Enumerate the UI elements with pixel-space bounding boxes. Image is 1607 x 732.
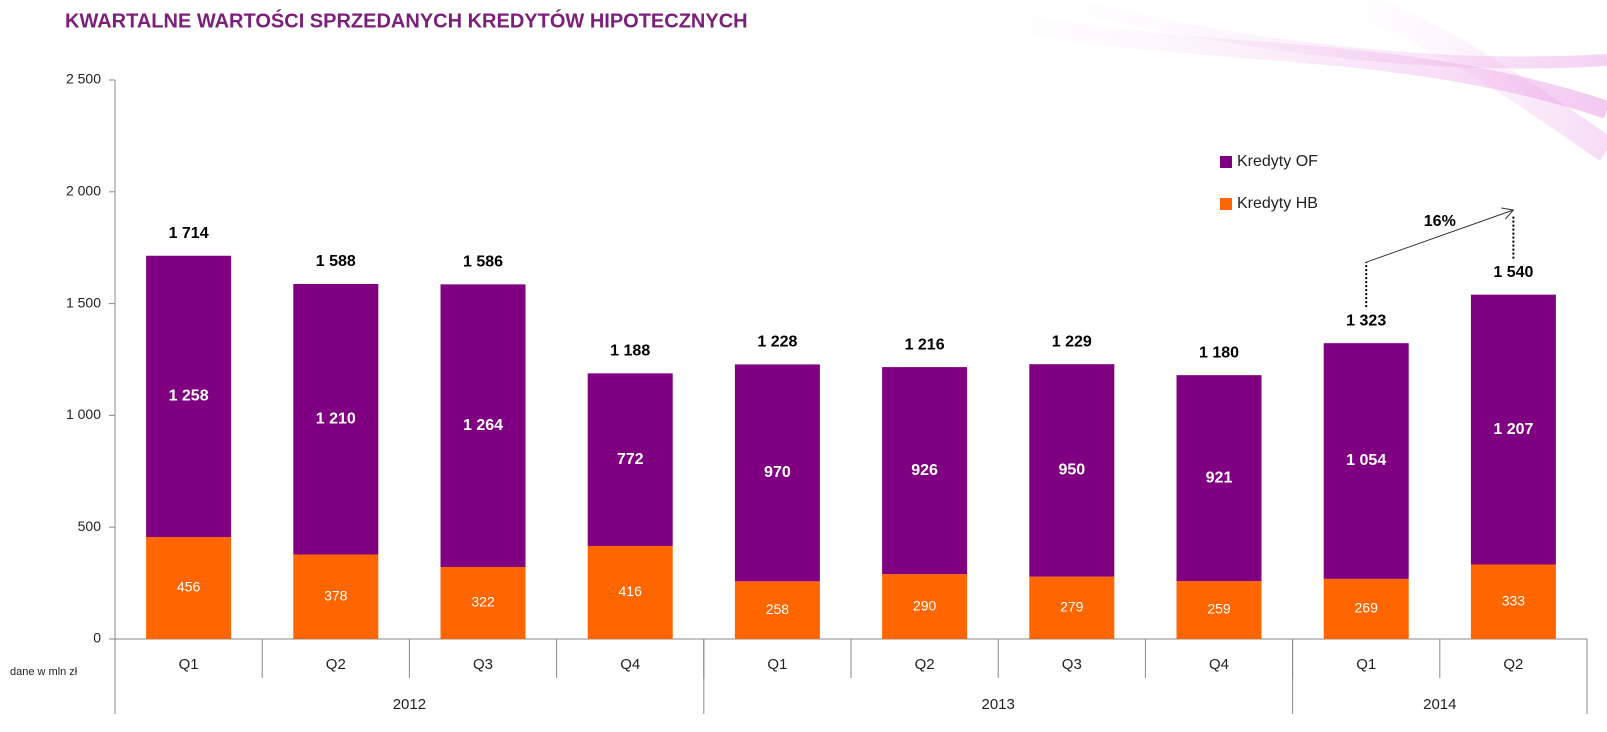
x-tick-label: Q2	[915, 656, 935, 673]
value-label: 921	[1206, 469, 1233, 486]
bar-segment	[1323, 578, 1409, 639]
total-label: 1 229	[1052, 333, 1092, 350]
legend-swatch	[1220, 156, 1232, 168]
bar-segment	[587, 373, 673, 546]
value-label: 1 207	[1493, 421, 1533, 438]
value-label: 926	[911, 462, 938, 479]
bar-segment	[146, 255, 232, 538]
group-label: 2012	[393, 696, 426, 713]
bar-segment	[293, 283, 379, 555]
bar-segment	[1323, 343, 1409, 579]
bar-segment	[1029, 364, 1115, 577]
bar-segment	[1029, 576, 1115, 639]
y-tick-label: 500	[78, 518, 102, 534]
bar-segment	[440, 567, 526, 639]
bar-segment	[882, 367, 968, 575]
total-label: 1 188	[610, 343, 650, 360]
total-label: 1 216	[905, 336, 945, 353]
value-label: 378	[324, 587, 348, 603]
y-tick-label: 1 000	[66, 406, 101, 422]
total-label: 1 540	[1493, 264, 1533, 281]
value-label: 258	[766, 601, 790, 617]
value-label: 970	[764, 464, 791, 481]
legend-swatch	[1220, 198, 1232, 210]
y-tick-label: 1 500	[66, 294, 101, 310]
bar-segment	[146, 537, 232, 639]
bar-segment	[440, 284, 526, 568]
bar-segment	[1176, 581, 1262, 639]
bar-segment	[1470, 294, 1556, 565]
x-tick-label: Q3	[473, 656, 493, 673]
value-label: 1 054	[1346, 452, 1386, 469]
bar-segment	[293, 554, 379, 639]
value-label: 259	[1207, 601, 1231, 617]
note: dane w mln zł	[10, 666, 78, 678]
bar-segment	[734, 364, 820, 582]
y-tick-label: 0	[93, 630, 101, 646]
total-label: 1 588	[316, 253, 356, 270]
legend-label: Kredyty OF	[1237, 153, 1318, 170]
group-label: 2014	[1423, 696, 1456, 713]
annotation-arrowhead	[1501, 207, 1515, 220]
value-label: 333	[1502, 592, 1526, 608]
total-label: 1 323	[1346, 312, 1386, 329]
bar-segment	[734, 581, 820, 639]
value-label: 456	[177, 579, 201, 595]
value-label: 279	[1060, 599, 1084, 615]
total-label: 1 228	[757, 334, 797, 351]
x-tick-label: Q1	[767, 656, 787, 673]
bar-segment	[1176, 375, 1262, 582]
value-label: 950	[1058, 462, 1085, 479]
bar-segment	[587, 545, 673, 639]
x-tick-label: Q4	[620, 656, 640, 673]
value-label: 269	[1355, 600, 1379, 616]
bar-segment	[1470, 564, 1556, 639]
annotation: 16%	[1424, 213, 1456, 230]
x-tick-label: Q3	[1062, 656, 1082, 673]
x-tick-label: Q4	[1209, 656, 1229, 673]
y-tick-label: 2 000	[66, 183, 101, 199]
group-label: 2013	[982, 696, 1015, 713]
value-label: 416	[619, 583, 643, 599]
value-label: 290	[913, 597, 937, 613]
x-tick-label: Q1	[179, 656, 199, 673]
y-tick-label: 2 500	[66, 71, 101, 87]
value-label: 772	[617, 451, 644, 468]
x-tick-label: Q2	[1503, 656, 1523, 673]
total-label: 1 714	[169, 225, 209, 242]
legend-label: Kredyty HB	[1237, 195, 1318, 212]
value-label: 1 264	[463, 417, 503, 434]
total-label: 1 180	[1199, 344, 1239, 361]
chart-title: KWARTALNE WARTOŚCI SPRZEDANYCH KREDYTÓW …	[65, 8, 748, 32]
total-label: 1 586	[463, 254, 503, 271]
x-tick-label: Q1	[1356, 656, 1376, 673]
bar-segment	[882, 574, 968, 639]
value-label: 1 210	[316, 410, 356, 427]
value-label: 322	[471, 594, 495, 610]
value-label: 1 258	[169, 388, 209, 405]
decoration	[998, 0, 1607, 161]
annotation-arrow	[1366, 209, 1514, 263]
x-tick-label: Q2	[326, 656, 346, 673]
